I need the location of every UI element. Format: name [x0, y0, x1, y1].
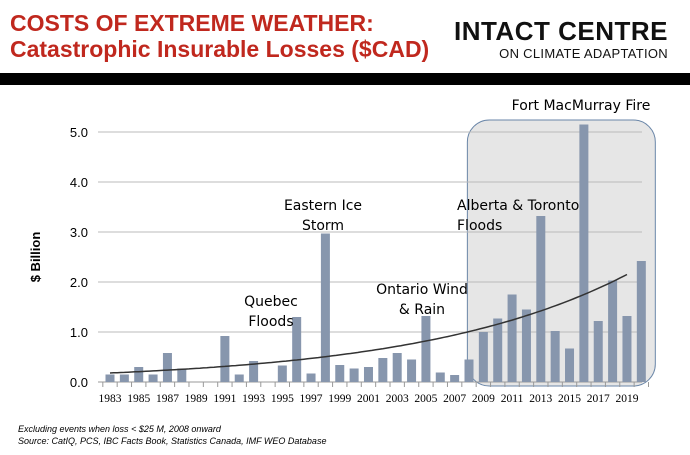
bar-2012 [521, 309, 531, 382]
bar-2020 [636, 261, 646, 382]
y-tick-label: 3.0 [70, 225, 88, 240]
annotation-label: Floods [457, 218, 502, 234]
x-tick-label: 2003 [386, 393, 409, 405]
y-tick-label: 1.0 [70, 325, 88, 340]
x-tick-label: 1999 [328, 393, 351, 405]
x-tick-label: 1997 [300, 393, 323, 405]
x-tick-label: 2001 [357, 393, 380, 405]
y-axis-label: $ Billion [28, 232, 43, 283]
x-tick-label: 2007 [443, 393, 466, 405]
trendline [109, 273, 628, 374]
bar-2006 [435, 372, 445, 382]
bar-2001 [363, 367, 373, 382]
bar-1999 [335, 365, 345, 382]
bar-1988 [177, 368, 187, 382]
annotation-label: Eastern Ice [284, 198, 362, 214]
x-tick-label: 2005 [414, 393, 437, 405]
y-tick-label: 2.0 [70, 275, 88, 290]
x-tick-label: 1989 [185, 393, 208, 405]
annotation-label: Alberta & Toronto [457, 198, 579, 214]
bar-1996 [292, 317, 302, 382]
bar-1984 [119, 374, 129, 382]
x-tick-label: 1995 [271, 393, 294, 405]
y-tick-label: 0.0 [70, 375, 88, 390]
bar-1995 [277, 365, 287, 382]
footnote-source: Source: CatIQ, PCS, IBC Facts Book, Stat… [18, 436, 327, 446]
annotation-label: Floods [248, 314, 293, 330]
bar-2003 [392, 353, 402, 382]
logo-subtitle: ON CLIMATE ADAPTATION [499, 46, 668, 61]
bar-2017 [593, 321, 603, 382]
bar-1987 [162, 353, 172, 382]
x-tick-label: 2013 [529, 393, 552, 405]
y-tick-label: 5.0 [70, 125, 88, 140]
annotation-label: Quebec [244, 294, 298, 310]
bar-2009 [478, 332, 488, 382]
bar-1986 [148, 374, 158, 382]
annotation-label: Storm [302, 218, 344, 234]
x-tick-label: 1993 [242, 393, 265, 405]
bar-2018 [608, 280, 618, 382]
bar-2015 [565, 348, 575, 382]
y-tick-label: 4.0 [70, 175, 88, 190]
x-tick-label: 2015 [558, 393, 581, 405]
annotation-label: & Rain [399, 302, 445, 318]
x-tick-label: 2017 [587, 393, 610, 405]
bar-1992 [234, 374, 244, 382]
bar-2005 [421, 316, 431, 382]
bar-1993 [249, 361, 259, 382]
x-tick-label: 1991 [213, 393, 236, 405]
bar-2004 [407, 359, 417, 382]
bar-2010 [493, 318, 503, 382]
title-line-2: Catastrophic Insurable Losses ($CAD) [10, 36, 430, 62]
bar-2002 [378, 358, 388, 382]
bar-1991 [220, 336, 230, 382]
bar-2007 [450, 375, 460, 382]
bar-2000 [349, 368, 359, 382]
bar-2016 [579, 124, 589, 382]
x-tick-label: 1983 [99, 393, 122, 405]
bar-2011 [507, 294, 517, 382]
x-tick-label: 2019 [615, 393, 638, 405]
x-tick-label: 1987 [156, 393, 179, 405]
annotation-label: Fort MacMurray Fire [512, 98, 651, 114]
bar-1998 [320, 233, 330, 382]
bar-2013 [536, 216, 546, 382]
annotation-label: Ontario Wind [376, 282, 468, 298]
bar-2008 [464, 359, 474, 382]
bar-1983 [105, 374, 115, 382]
bar-1997 [306, 373, 316, 382]
title-line-1: COSTS OF EXTREME WEATHER: [10, 10, 374, 36]
footnote-exclusion: Excluding events when loss < $25 M, 2008… [18, 424, 221, 434]
header-divider [0, 73, 690, 85]
logo-name: INTACT CENTRE [453, 16, 668, 46]
x-tick-label: 2011 [501, 393, 524, 405]
bar-2019 [622, 316, 632, 382]
x-tick-label: 1985 [127, 393, 150, 405]
bar-2014 [550, 331, 560, 382]
bar-1985 [134, 367, 144, 382]
x-tick-label: 2009 [472, 393, 495, 405]
